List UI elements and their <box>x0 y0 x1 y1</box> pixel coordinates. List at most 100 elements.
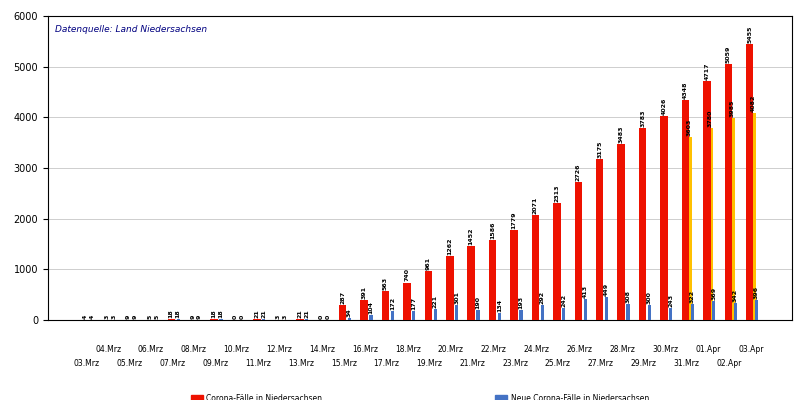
Bar <box>670 308 673 320</box>
Text: 0: 0 <box>240 315 245 319</box>
Text: 1262: 1262 <box>447 238 452 255</box>
Text: Datenquelle: Land Niedersachsen: Datenquelle: Land Niedersachsen <box>55 25 207 34</box>
Text: 1452: 1452 <box>469 228 474 246</box>
Bar <box>425 271 432 320</box>
Text: 27.Mrz: 27.Mrz <box>588 359 614 368</box>
Text: 25.Mrz: 25.Mrz <box>545 359 571 368</box>
Text: 190: 190 <box>475 296 481 309</box>
Text: 26.Mrz: 26.Mrz <box>566 345 592 354</box>
Text: 34: 34 <box>347 308 352 317</box>
Bar <box>618 144 625 320</box>
Bar <box>455 305 458 320</box>
Bar <box>382 292 390 320</box>
Text: 06.Mrz: 06.Mrz <box>138 345 164 354</box>
Bar <box>648 305 651 320</box>
Bar <box>489 240 496 320</box>
Text: 413: 413 <box>582 285 588 298</box>
Text: 300: 300 <box>647 291 652 304</box>
Text: 0: 0 <box>326 315 330 319</box>
Text: 1779: 1779 <box>511 211 517 229</box>
Text: 16.Mrz: 16.Mrz <box>352 345 378 354</box>
Bar <box>682 100 689 320</box>
Text: 03.Mrz: 03.Mrz <box>74 359 100 368</box>
Text: 5: 5 <box>147 314 152 319</box>
Legend: Corona-Fälle in Niedersachsen, Corona-Fälle abzüglich „Genesenen“ - nach einschl: Corona-Fälle in Niedersachsen, Corona-Fä… <box>188 391 652 400</box>
Bar <box>262 319 266 320</box>
Bar <box>167 319 175 320</box>
Text: 9: 9 <box>190 314 195 318</box>
Text: 3783: 3783 <box>640 110 645 127</box>
Text: 14.Mrz: 14.Mrz <box>310 345 335 354</box>
Text: 02.Apr: 02.Apr <box>717 359 742 368</box>
Text: 23.Mrz: 23.Mrz <box>502 359 528 368</box>
Text: 20.Mrz: 20.Mrz <box>438 345 464 354</box>
Text: 369: 369 <box>711 287 716 300</box>
Bar <box>177 319 180 320</box>
Text: 21.Mrz: 21.Mrz <box>459 359 486 368</box>
Bar <box>562 308 566 320</box>
Text: 21: 21 <box>298 309 302 318</box>
Text: 22.Mrz: 22.Mrz <box>481 345 506 354</box>
Bar <box>360 300 368 320</box>
Bar <box>626 304 630 320</box>
Bar <box>725 64 732 320</box>
Bar <box>339 306 346 320</box>
Text: 10.Mrz: 10.Mrz <box>224 345 250 354</box>
Text: 3780: 3780 <box>708 110 713 128</box>
Bar <box>434 309 437 320</box>
Text: 2313: 2313 <box>554 184 559 202</box>
Bar <box>730 118 734 320</box>
Bar <box>605 297 608 320</box>
Text: 322: 322 <box>690 290 695 303</box>
Bar <box>467 246 475 320</box>
Text: 221: 221 <box>433 295 438 308</box>
Bar <box>746 44 754 320</box>
Text: 18: 18 <box>176 309 181 318</box>
Bar <box>498 313 501 320</box>
Text: 0: 0 <box>318 315 324 319</box>
Bar <box>370 315 373 320</box>
Text: 19.Mrz: 19.Mrz <box>417 359 442 368</box>
Bar <box>390 311 394 320</box>
Bar <box>703 81 710 320</box>
Text: 15.Mrz: 15.Mrz <box>330 359 357 368</box>
Text: 391: 391 <box>362 286 366 299</box>
Text: 03.Apr: 03.Apr <box>738 345 763 354</box>
Text: 3: 3 <box>105 314 110 319</box>
Text: 3: 3 <box>282 314 288 319</box>
Bar <box>541 305 544 320</box>
Text: 104: 104 <box>369 301 374 314</box>
Text: 5455: 5455 <box>747 25 752 43</box>
Text: 287: 287 <box>340 291 345 304</box>
Text: 17.Mrz: 17.Mrz <box>374 359 399 368</box>
Text: 21: 21 <box>262 309 266 318</box>
Text: 4: 4 <box>90 314 95 319</box>
Text: 09.Mrz: 09.Mrz <box>202 359 228 368</box>
Text: 18.Mrz: 18.Mrz <box>395 345 421 354</box>
Text: 9: 9 <box>197 314 202 318</box>
Text: 12.Mrz: 12.Mrz <box>266 345 292 354</box>
Text: 292: 292 <box>540 291 545 304</box>
Text: 31.Mrz: 31.Mrz <box>674 359 699 368</box>
Text: 1586: 1586 <box>490 221 495 239</box>
Text: 30.Mrz: 30.Mrz <box>652 345 678 354</box>
Bar <box>553 203 561 320</box>
Text: 3985: 3985 <box>730 100 734 117</box>
Text: 301: 301 <box>454 291 459 304</box>
Text: 4: 4 <box>83 314 88 319</box>
Text: 07.Mrz: 07.Mrz <box>159 359 186 368</box>
Bar <box>403 282 410 320</box>
Text: 18: 18 <box>212 309 217 318</box>
Text: 4348: 4348 <box>683 81 688 99</box>
Text: 9: 9 <box>126 314 131 318</box>
Bar <box>412 311 415 320</box>
Text: 5059: 5059 <box>726 45 730 63</box>
Bar <box>477 310 480 320</box>
Bar <box>574 182 582 320</box>
Text: 28.Mrz: 28.Mrz <box>610 345 635 354</box>
Text: 11.Mrz: 11.Mrz <box>245 359 271 368</box>
Bar <box>750 113 756 320</box>
Bar <box>210 319 218 320</box>
Text: 0: 0 <box>233 315 238 319</box>
Bar <box>583 299 586 320</box>
